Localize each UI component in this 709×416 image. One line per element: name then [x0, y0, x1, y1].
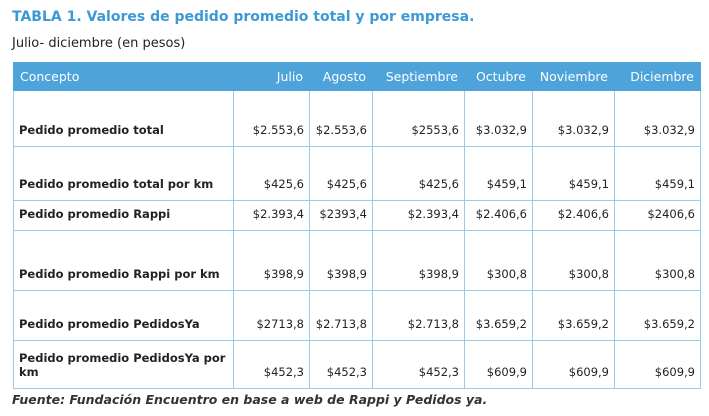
value-cell: $3.659,2: [464, 290, 533, 341]
column-header: Septiembre: [372, 62, 465, 91]
value-cell: $609,9: [532, 340, 615, 389]
column-header: Julio: [233, 62, 310, 91]
value-cell: $609,9: [614, 340, 701, 389]
value-cell: $459,1: [614, 146, 701, 201]
source: Fuente: Fundación Encuentro en base a we…: [12, 392, 488, 407]
row-label: Pedido promedio total por km: [13, 146, 234, 201]
value-cell: $2553,6: [372, 90, 465, 147]
row-label: Pedido promedio PedidosYa: [13, 290, 234, 341]
value-cell: $2.553,6: [233, 90, 310, 147]
value-cell: $2393,4: [309, 200, 373, 231]
column-header: Agosto: [309, 62, 373, 91]
row-label: Pedido promedio Rappi por km: [13, 230, 234, 291]
value-cell: $2.406,6: [532, 200, 615, 231]
value-cell: $609,9: [464, 340, 533, 389]
value-cell: $300,8: [464, 230, 533, 291]
value-cell: $425,6: [233, 146, 310, 201]
value-cell: $425,6: [372, 146, 465, 201]
value-cell: $2.713,8: [372, 290, 465, 341]
value-cell: $2.713,8: [309, 290, 373, 341]
value-cell: $300,8: [532, 230, 615, 291]
value-cell: $3.032,9: [464, 90, 533, 147]
value-cell: $2.406,6: [464, 200, 533, 231]
row: Pedido promedio Rappi por km $398,9 $398,9…: [13, 230, 701, 291]
row-label: Pedido promedio PedidosYa por km: [13, 340, 234, 389]
title: TABLA 1. Valores de pedido promedio tota…: [12, 9, 475, 25]
column-header: Concepto: [13, 62, 234, 91]
value-cell: $3.032,9: [532, 90, 615, 147]
value-cell: $3.032,9: [614, 90, 701, 147]
row: Pedido promedio PedidosYa $2713,8 $2.713,8…: [13, 290, 701, 341]
row: Pedido promedio Rappi $2.393,4 $2393,4 $2.3…: [13, 200, 701, 231]
value-cell: $452,3: [309, 340, 373, 389]
subtitle: Julio- diciembre (en pesos): [12, 36, 186, 51]
value-cell: $459,1: [532, 146, 615, 201]
value-cell: $2.393,4: [233, 200, 310, 231]
value-cell: $2.553,6: [309, 90, 373, 147]
value-cell: $2406,6: [614, 200, 701, 231]
row-label: Pedido promedio total: [13, 90, 234, 147]
value-cell: $2.393,4: [372, 200, 465, 231]
column-header: Noviembre: [532, 62, 615, 91]
value-cell: $3.659,2: [614, 290, 701, 341]
row: Pedido promedio total $2.553,6 $2.553,6 $25…: [13, 90, 701, 147]
value-cell: $459,1: [464, 146, 533, 201]
value-cell: $300,8: [614, 230, 701, 291]
row: Pedido promedio total por km $425,6 $425,6…: [13, 146, 701, 201]
column-header: Diciembre: [614, 62, 701, 91]
value-cell: $398,9: [233, 230, 310, 291]
value-cell: $425,6: [309, 146, 373, 201]
value-cell: $452,3: [233, 340, 310, 389]
row-label: Pedido promedio Rappi: [13, 200, 234, 231]
value-cell: $398,9: [372, 230, 465, 291]
table: Concepto Julio Agosto Septiembre Octubre Novi…: [13, 62, 701, 389]
value-cell: $398,9: [309, 230, 373, 291]
value-cell: $452,3: [372, 340, 465, 389]
column-header: Octubre: [464, 62, 533, 91]
row: Pedido promedio PedidosYa por km $452,3 $4…: [13, 340, 701, 389]
value-cell: $2713,8: [233, 290, 310, 341]
value-cell: $3.659,2: [532, 290, 615, 341]
